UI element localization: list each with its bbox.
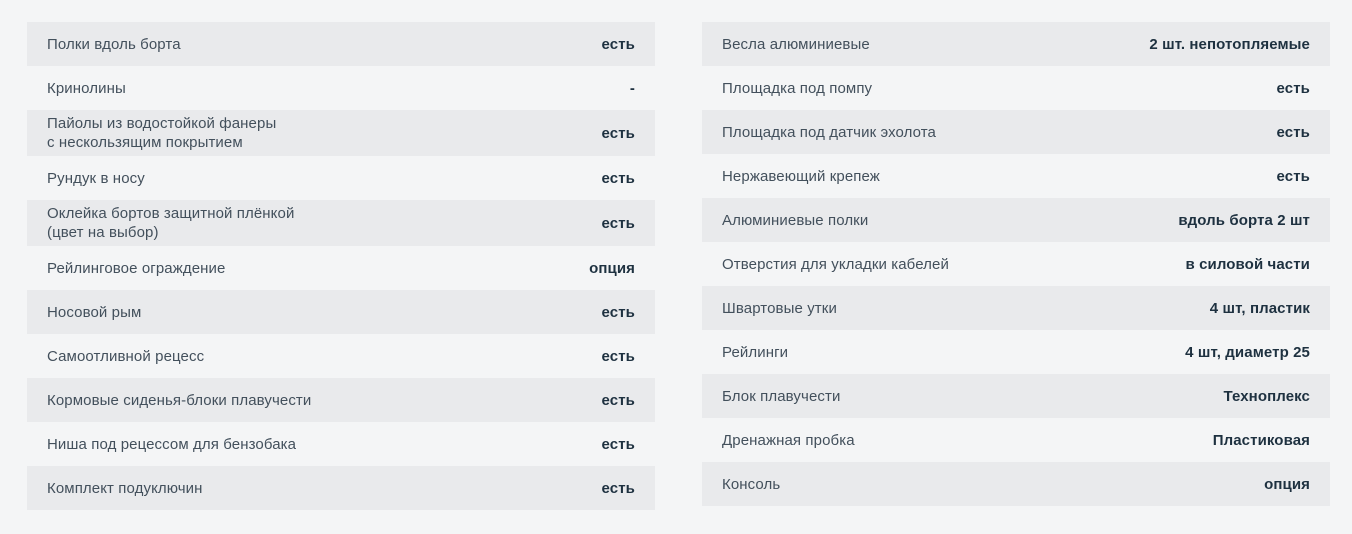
spec-label: Площадка под помпу (722, 79, 873, 97)
spec-label: Кринолины (47, 79, 126, 97)
spec-label: Рейлинговое ограждение (47, 259, 226, 277)
spec-value: Пластиковая (1212, 431, 1310, 449)
spec-row: Самоотливной рецесс есть (27, 334, 655, 378)
spec-label: Блок плавучести (722, 387, 841, 405)
spec-label: Пайолы из водостойкой фанеры с нескользя… (47, 115, 277, 151)
spec-row: Отверстия для укладки кабелей в силовой ч… (702, 242, 1330, 286)
spec-row: Рундук в носу есть (27, 156, 655, 200)
spec-label: Кормовые сиденья-блоки плавучести (47, 391, 312, 409)
spec-value: Техноплекс (1223, 387, 1310, 405)
spec-row: Рейлинги 4 шт, диаметр 25 (702, 330, 1330, 374)
spec-label: Швартовые утки (722, 299, 837, 317)
spec-label: Нержавеющий крепеж (722, 167, 880, 185)
spec-row: Пайолы из водостойкой фанеры с нескользя… (27, 110, 655, 156)
spec-label: Самоотливной рецесс (47, 347, 205, 365)
spec-row: Площадка под помпу есть (702, 66, 1330, 110)
spec-label: Полки вдоль борта (47, 35, 181, 53)
spec-label: Комплект подуключин (47, 479, 203, 497)
spec-label: Площадка под датчик эхолота (722, 123, 937, 141)
spec-row: Кормовые сиденья-блоки плавучести есть (27, 378, 655, 422)
spec-label: Консоль (722, 475, 781, 493)
spec-label: Рундук в носу (47, 169, 145, 187)
spec-label: Ниша под рецессом для бензобака (47, 435, 297, 453)
spec-label: Оклейка бортов защитной плёнкой (цвет на… (47, 205, 295, 241)
spec-value: 4 шт, диаметр 25 (1185, 343, 1310, 361)
spec-label: Весла алюминиевые (722, 35, 870, 53)
spec-value: есть (601, 303, 635, 321)
spec-row: Блок плавучести Техноплекс (702, 374, 1330, 418)
spec-label: Отверстия для укладки кабелей (722, 255, 949, 273)
spec-value: есть (601, 214, 635, 232)
spec-value: есть (1276, 123, 1310, 141)
spec-value: 2 шт. непотопляемые (1149, 35, 1310, 53)
spec-value: 4 шт, пластик (1209, 299, 1310, 317)
spec-row: Алюминиевые полки вдоль борта 2 шт (702, 198, 1330, 242)
spec-value: есть (601, 391, 635, 409)
spec-row: Оклейка бортов защитной плёнкой (цвет на… (27, 200, 655, 246)
spec-row: Комплект подуключин есть (27, 466, 655, 510)
spec-row: Весла алюминиевые 2 шт. непотопляемые (702, 22, 1330, 66)
spec-label: Рейлинги (722, 343, 789, 361)
spec-row: Кринолины - (27, 66, 655, 110)
spec-value: есть (601, 479, 635, 497)
spec-value: опция (1264, 475, 1310, 493)
spec-value: есть (601, 435, 635, 453)
spec-label: Алюминиевые полки (722, 211, 869, 229)
spec-value: опция (589, 259, 635, 277)
spec-value: есть (601, 124, 635, 142)
spec-label: Носовой рым (47, 303, 142, 321)
spec-value: в силовой части (1185, 255, 1310, 273)
spec-value: есть (601, 169, 635, 187)
spec-row: Нержавеющий крепеж есть (702, 154, 1330, 198)
spec-value: вдоль борта 2 шт (1178, 211, 1310, 229)
spec-value: есть (601, 347, 635, 365)
spec-row: Полки вдоль борта есть (27, 22, 655, 66)
spec-column-right: Весла алюминиевые 2 шт. непотопляемые Площ… (702, 22, 1330, 510)
spec-value: есть (601, 35, 635, 53)
spec-row: Швартовые утки 4 шт, пластик (702, 286, 1330, 330)
spec-column-left: Полки вдоль борта есть Кринолины - Пайолы из… (27, 22, 655, 510)
specs-table: Полки вдоль борта есть Кринолины - Пайолы из… (27, 22, 1330, 510)
spec-row: Ниша под рецессом для бензобака есть (27, 422, 655, 466)
spec-row: Дренажная пробка Пластиковая (702, 418, 1330, 462)
spec-row: Носовой рым есть (27, 290, 655, 334)
spec-value: есть (1276, 79, 1310, 97)
spec-row: Рейлинговое ограждение опция (27, 246, 655, 290)
spec-row: Консоль опция (702, 462, 1330, 506)
spec-value: - (629, 79, 635, 97)
spec-value: есть (1276, 167, 1310, 185)
spec-row: Площадка под датчик эхолота есть (702, 110, 1330, 154)
spec-label: Дренажная пробка (722, 431, 855, 449)
